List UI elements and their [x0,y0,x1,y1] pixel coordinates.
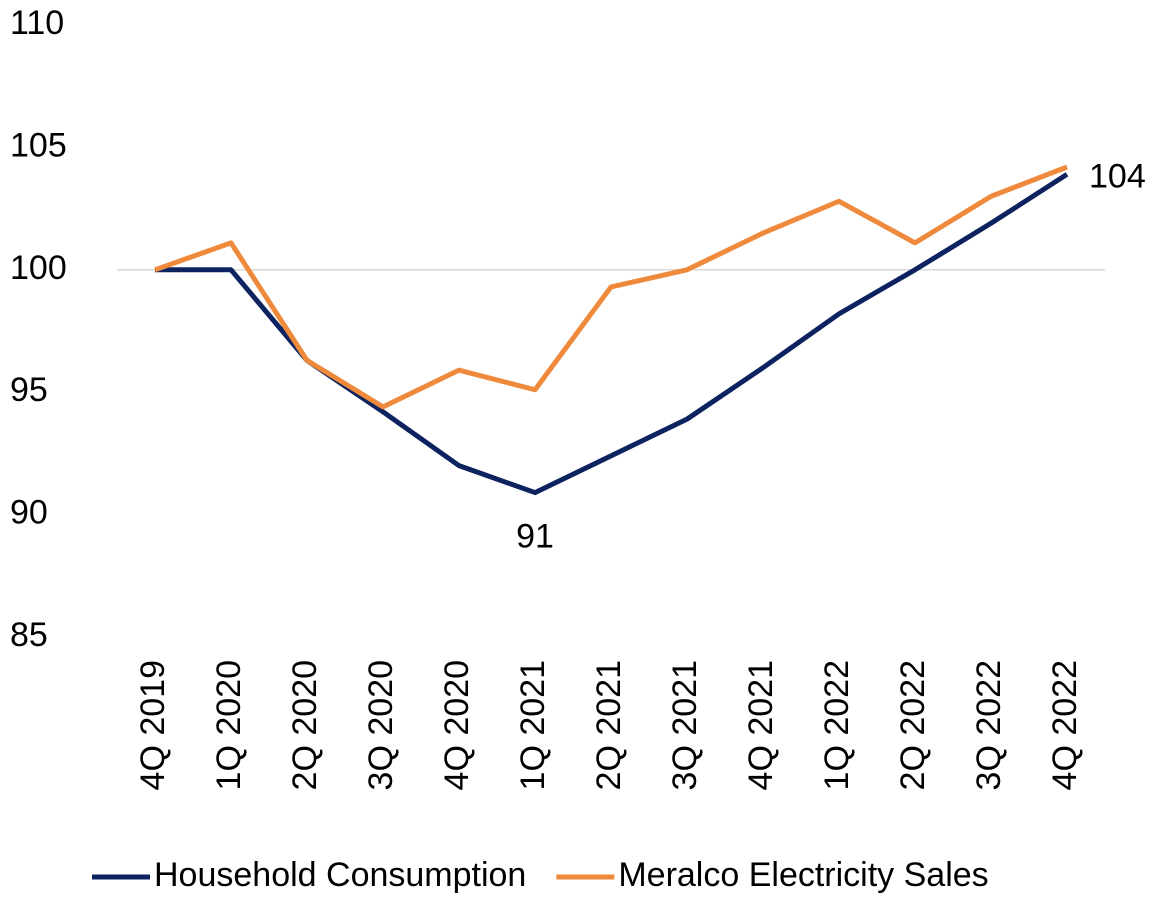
x-tick-label: 3Q 2020 [362,660,400,790]
y-tick-label: 110 [10,4,64,42]
series-line [154,164,1068,410]
y-tick-label: 100 [10,249,67,287]
y-tick-label: 95 [10,371,48,409]
x-tick-label: 4Q 2022 [1046,660,1084,790]
x-tick-label: 4Q 2021 [742,660,780,790]
y-tick-label: 85 [10,616,48,654]
legend-label: Meralco Electricity Sales [618,856,988,894]
x-tick-label: 1Q 2021 [514,660,552,790]
legend-label: Household Consumption [154,856,526,894]
x-tick-label: 3Q 2022 [970,660,1008,790]
x-tick-label: 4Q 2020 [438,660,476,790]
x-tick-label: 4Q 2019 [134,660,172,790]
x-tick-label: 2Q 2021 [590,660,628,790]
x-tick-label: 1Q 2020 [210,660,248,790]
x-tick-label: 2Q 2022 [894,660,932,790]
y-tick-label: 90 [10,494,48,532]
x-tick-label: 1Q 2022 [818,660,856,790]
y-tick-label: 105 [10,126,67,164]
x-tick-label: 2Q 2020 [286,660,324,790]
x-tick-label: 3Q 2021 [666,660,704,790]
data-label: 91 [516,518,554,556]
data-label: 104 [1089,157,1146,195]
